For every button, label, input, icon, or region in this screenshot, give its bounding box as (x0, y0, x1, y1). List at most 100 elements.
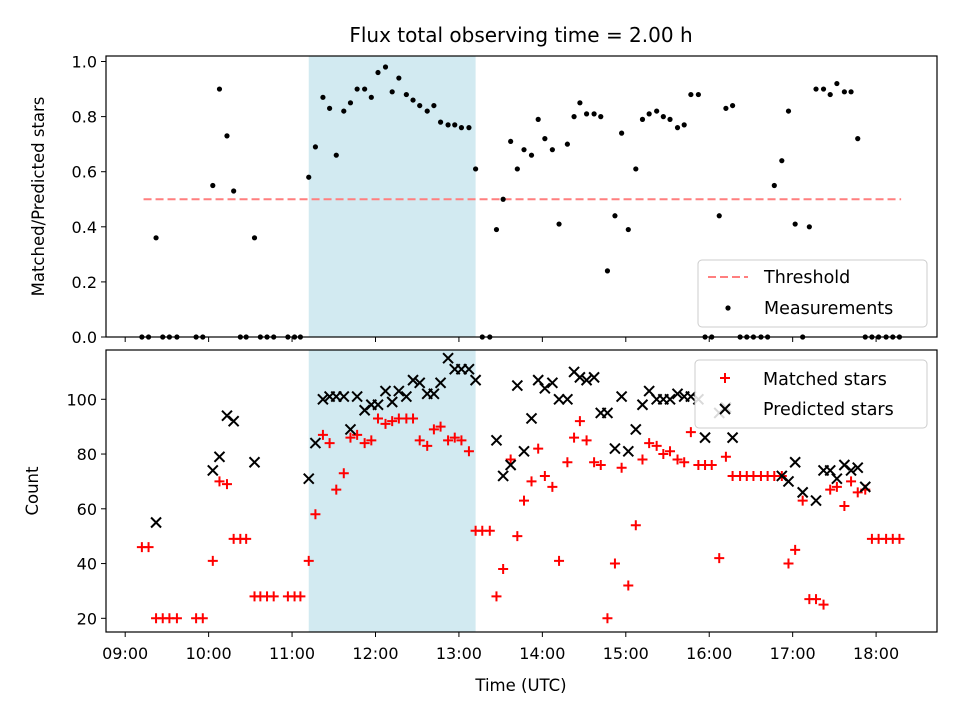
predicted-point (469, 374, 482, 386)
measurement-point (320, 94, 326, 100)
predicted-point (845, 464, 857, 477)
matched-point (569, 432, 580, 443)
predicted-point (546, 377, 559, 389)
matched-point (539, 470, 550, 481)
matched-point (846, 476, 857, 487)
predicted-point (150, 516, 162, 529)
legend-threshold-label: Threshold (763, 268, 850, 288)
measurement-point (347, 100, 354, 106)
matched-point (310, 509, 321, 520)
x-tick-label: 11:00 (269, 644, 315, 663)
predicted-point (442, 352, 454, 364)
matched-point (463, 446, 474, 457)
predicted-point (309, 437, 322, 449)
predicted-point (414, 377, 426, 389)
measurement-point (646, 111, 652, 117)
predicted-point (434, 377, 447, 389)
predicted-point (622, 445, 635, 458)
y-tick-label: 0.4 (72, 218, 97, 237)
matched-point (839, 501, 850, 512)
predicted-point (338, 390, 350, 403)
legend-measurement-swatch (725, 305, 731, 311)
measurement-point (855, 136, 861, 142)
predicted-point (428, 388, 440, 400)
measurement-point (785, 108, 792, 114)
measurement-point (667, 116, 673, 122)
y-tick-label: 80 (77, 445, 97, 464)
matched-point (519, 495, 530, 506)
top-panel-ratio: 0.0 0.2 0.4 0.6 0.8 1.0 Matched/Predicted star… (29, 53, 938, 347)
predicted-point (504, 459, 517, 471)
matched-point (790, 544, 801, 555)
y-tick-label: 0.0 (72, 328, 97, 347)
predicted-point (248, 456, 261, 468)
measurement-point (564, 141, 570, 147)
predicted-point (859, 481, 871, 493)
legend-predicted-swatch (719, 403, 731, 415)
measurement-point (729, 102, 736, 109)
measurement-point (834, 80, 840, 87)
highlight-span (308, 56, 476, 337)
matched-point (366, 435, 377, 446)
matched-point (449, 432, 460, 443)
measurement-point (654, 108, 660, 114)
measurement-point (403, 91, 409, 98)
measurement-point (368, 94, 374, 100)
measurement-point (437, 119, 444, 125)
measurement-point (612, 213, 618, 219)
matched-point (241, 533, 252, 544)
predicted-point (561, 393, 574, 405)
predicted-point (213, 451, 226, 463)
matched-point (221, 479, 232, 490)
matched-point (498, 564, 509, 575)
legend: Matched stars Predicted stars (694, 359, 928, 429)
x-tick-label: 18:00 (853, 644, 899, 663)
predicted-point (671, 388, 684, 400)
matched-point (456, 435, 467, 446)
predicted-point (379, 385, 392, 397)
y-tick-label: 60 (77, 500, 97, 519)
predicted-point (609, 442, 621, 455)
measurement-point (493, 226, 500, 233)
matched-point (295, 591, 306, 602)
matched-point (616, 462, 627, 473)
predicted-point (497, 470, 509, 482)
measurement-point (639, 116, 646, 122)
axes-frame (105, 349, 938, 633)
measurement-point (458, 125, 465, 131)
matched-point (317, 429, 328, 440)
measurement-point (445, 122, 451, 128)
measurement-point (813, 86, 819, 92)
x-tick-label: 12:00 (352, 644, 398, 663)
measurement-point (820, 86, 827, 92)
measurement-point (153, 235, 159, 241)
measurement-point (633, 166, 639, 172)
predicted-point (490, 434, 503, 447)
measurement-point (327, 105, 333, 111)
matched-point (637, 454, 648, 465)
matched-point (685, 427, 696, 438)
measurement-point (660, 114, 666, 120)
measurement-point (417, 102, 423, 109)
matched-point (526, 476, 537, 487)
predicted-point (553, 393, 565, 405)
measurement-point (341, 108, 347, 114)
predicted-point (532, 374, 544, 386)
matched-point (630, 520, 641, 531)
predicted-point (400, 390, 413, 403)
measurement-point (681, 122, 687, 128)
measurement-point (688, 91, 694, 98)
predicted-point (317, 393, 329, 405)
y-tick-label: 0.6 (72, 163, 97, 182)
predicted-point (518, 445, 530, 458)
series-measurements (139, 64, 903, 340)
matched-point (651, 440, 662, 451)
matched-point (387, 416, 398, 427)
predicted-point (539, 382, 551, 395)
matched-point (665, 446, 676, 457)
measurement-point (375, 69, 381, 76)
measurement-point (500, 196, 506, 202)
matched-point (595, 459, 606, 470)
measurement-point (716, 213, 722, 219)
matched-point (533, 443, 544, 454)
